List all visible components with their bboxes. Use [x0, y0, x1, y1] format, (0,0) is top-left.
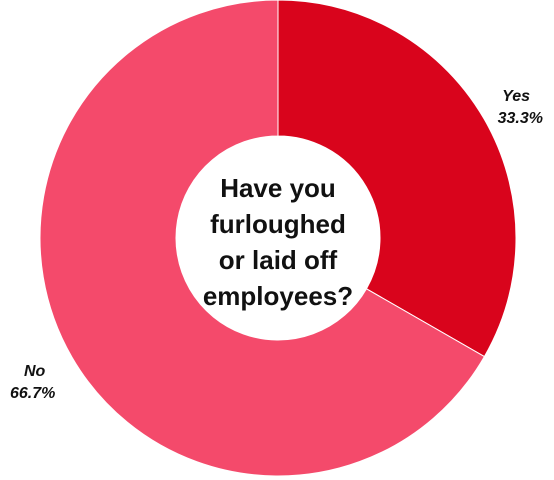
slice-label-no: No	[24, 363, 46, 380]
slice-value-no: 66.7%	[10, 385, 55, 402]
slices-group	[39, 0, 517, 477]
slice-yes	[277, 0, 517, 358]
slice-value-yes: 33.3%	[498, 110, 543, 127]
center-title-line-2: furloughed	[210, 209, 346, 239]
center-title-line-3: or laid off	[219, 245, 338, 275]
slice-no	[39, 0, 486, 477]
center-title-line-1: Have you	[220, 173, 336, 203]
slice-label-yes: Yes	[502, 88, 530, 105]
center-title-line-4: employees?	[203, 281, 353, 311]
